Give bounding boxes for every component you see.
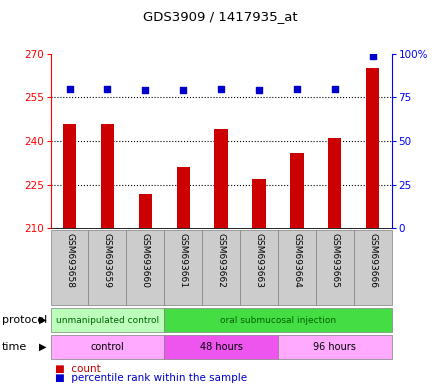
- Bar: [51, 230, 88, 305]
- Point: [142, 88, 149, 94]
- Bar: [164, 308, 392, 332]
- Bar: [164, 335, 278, 359]
- Bar: [290, 153, 304, 228]
- Text: oral submucosal injection: oral submucosal injection: [220, 316, 336, 324]
- Text: protocol: protocol: [2, 315, 48, 325]
- Point: [104, 86, 111, 92]
- Bar: [278, 230, 316, 305]
- Text: ■  count: ■ count: [55, 364, 101, 374]
- Point: [256, 88, 263, 94]
- Bar: [240, 230, 278, 305]
- Bar: [278, 335, 392, 359]
- Bar: [214, 129, 228, 228]
- Text: 96 hours: 96 hours: [313, 342, 356, 352]
- Bar: [126, 230, 164, 305]
- Bar: [101, 124, 114, 228]
- Point: [66, 86, 73, 92]
- Text: time: time: [2, 342, 27, 352]
- Bar: [51, 335, 164, 359]
- Point: [218, 86, 225, 92]
- Point: [293, 86, 301, 92]
- Bar: [253, 179, 266, 228]
- Point: [180, 88, 187, 94]
- Text: GSM693666: GSM693666: [368, 233, 377, 288]
- Point: [331, 86, 338, 92]
- Bar: [51, 308, 164, 332]
- Text: 48 hours: 48 hours: [200, 342, 242, 352]
- Bar: [176, 167, 190, 228]
- Text: ■  percentile rank within the sample: ■ percentile rank within the sample: [55, 373, 247, 383]
- Bar: [354, 230, 392, 305]
- Text: GSM693659: GSM693659: [103, 233, 112, 288]
- Bar: [366, 68, 379, 228]
- Text: control: control: [91, 342, 125, 352]
- Point: [369, 53, 376, 59]
- Text: GDS3909 / 1417935_at: GDS3909 / 1417935_at: [143, 10, 297, 23]
- Bar: [164, 230, 202, 305]
- Text: ▶: ▶: [39, 315, 46, 325]
- Bar: [316, 230, 354, 305]
- Text: GSM693660: GSM693660: [141, 233, 150, 288]
- Text: GSM693665: GSM693665: [330, 233, 339, 288]
- Text: GSM693658: GSM693658: [65, 233, 74, 288]
- Text: ▶: ▶: [39, 342, 46, 352]
- Text: GSM693664: GSM693664: [292, 233, 301, 288]
- Bar: [63, 124, 76, 228]
- Text: unmanipulated control: unmanipulated control: [56, 316, 159, 324]
- Text: GSM693661: GSM693661: [179, 233, 188, 288]
- Text: GSM693663: GSM693663: [254, 233, 264, 288]
- Text: GSM693662: GSM693662: [216, 233, 226, 288]
- Bar: [88, 230, 126, 305]
- Bar: [139, 194, 152, 228]
- Bar: [328, 138, 341, 228]
- Bar: [202, 230, 240, 305]
